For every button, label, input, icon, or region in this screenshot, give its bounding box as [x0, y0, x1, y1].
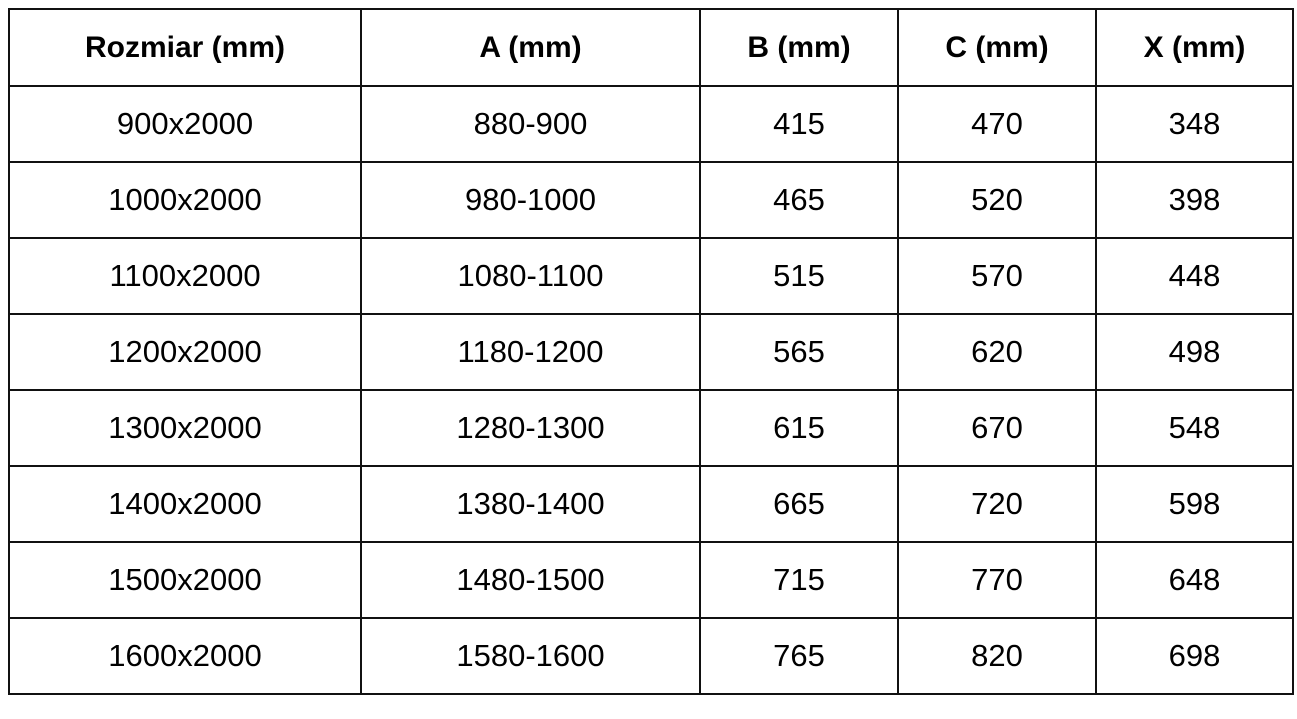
cell-b: 565 [699, 313, 899, 391]
header-a: A (mm) [360, 8, 701, 87]
header-c: C (mm) [897, 8, 1097, 87]
cell-a: 1180-1200 [360, 313, 701, 391]
cell-c: 720 [897, 465, 1097, 543]
cell-rozmiar: 1600x2000 [8, 617, 362, 695]
table-row: 900x2000 880-900 415 470 348 [8, 85, 1294, 163]
cell-b: 715 [699, 541, 899, 619]
cell-c: 570 [897, 237, 1097, 315]
table-row: 1600x2000 1580-1600 765 820 698 [8, 617, 1294, 695]
cell-c: 620 [897, 313, 1097, 391]
cell-rozmiar: 1100x2000 [8, 237, 362, 315]
table-row: 1300x2000 1280-1300 615 670 548 [8, 389, 1294, 467]
cell-x: 398 [1095, 161, 1294, 239]
cell-b: 515 [699, 237, 899, 315]
dimensions-table: Rozmiar (mm) A (mm) B (mm) C (mm) X (mm)… [8, 8, 1294, 695]
cell-x: 548 [1095, 389, 1294, 467]
cell-x: 448 [1095, 237, 1294, 315]
cell-a: 1380-1400 [360, 465, 701, 543]
cell-a: 1480-1500 [360, 541, 701, 619]
cell-a: 980-1000 [360, 161, 701, 239]
cell-c: 770 [897, 541, 1097, 619]
cell-c: 470 [897, 85, 1097, 163]
cell-rozmiar: 1400x2000 [8, 465, 362, 543]
cell-rozmiar: 1200x2000 [8, 313, 362, 391]
cell-rozmiar: 1300x2000 [8, 389, 362, 467]
cell-c: 520 [897, 161, 1097, 239]
table-row: 1000x2000 980-1000 465 520 398 [8, 161, 1294, 239]
cell-c: 670 [897, 389, 1097, 467]
cell-b: 415 [699, 85, 899, 163]
cell-a: 1580-1600 [360, 617, 701, 695]
cell-x: 698 [1095, 617, 1294, 695]
cell-b: 615 [699, 389, 899, 467]
cell-rozmiar: 900x2000 [8, 85, 362, 163]
cell-x: 648 [1095, 541, 1294, 619]
cell-x: 348 [1095, 85, 1294, 163]
cell-x: 598 [1095, 465, 1294, 543]
cell-b: 665 [699, 465, 899, 543]
header-row: Rozmiar (mm) A (mm) B (mm) C (mm) X (mm) [8, 8, 1294, 87]
cell-a: 1080-1100 [360, 237, 701, 315]
cell-rozmiar: 1000x2000 [8, 161, 362, 239]
header-b: B (mm) [699, 8, 899, 87]
cell-b: 465 [699, 161, 899, 239]
cell-a: 1280-1300 [360, 389, 701, 467]
cell-a: 880-900 [360, 85, 701, 163]
cell-b: 765 [699, 617, 899, 695]
table-row: 1500x2000 1480-1500 715 770 648 [8, 541, 1294, 619]
cell-rozmiar: 1500x2000 [8, 541, 362, 619]
table-row: 1200x2000 1180-1200 565 620 498 [8, 313, 1294, 391]
table-row: 1100x2000 1080-1100 515 570 448 [8, 237, 1294, 315]
header-x: X (mm) [1095, 8, 1294, 87]
cell-x: 498 [1095, 313, 1294, 391]
header-rozmiar: Rozmiar (mm) [8, 8, 362, 87]
table-row: 1400x2000 1380-1400 665 720 598 [8, 465, 1294, 543]
cell-c: 820 [897, 617, 1097, 695]
